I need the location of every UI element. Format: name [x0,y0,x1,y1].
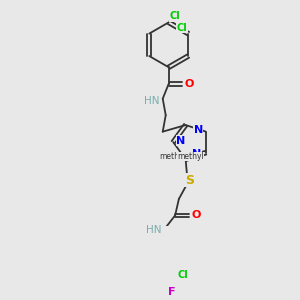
Text: Cl: Cl [169,11,180,21]
Text: O: O [191,210,201,220]
Text: O: O [185,79,194,89]
Text: N: N [176,136,185,146]
Text: S: S [185,174,194,187]
Text: HN: HN [146,225,162,235]
Text: methyl: methyl [159,152,186,161]
Text: Cl: Cl [177,270,188,280]
Text: N: N [194,125,203,135]
Text: Cl: Cl [177,22,188,33]
Text: methyl: methyl [177,152,204,161]
Text: N: N [192,149,201,159]
Text: F: F [168,287,176,297]
Text: HN: HN [145,96,160,106]
